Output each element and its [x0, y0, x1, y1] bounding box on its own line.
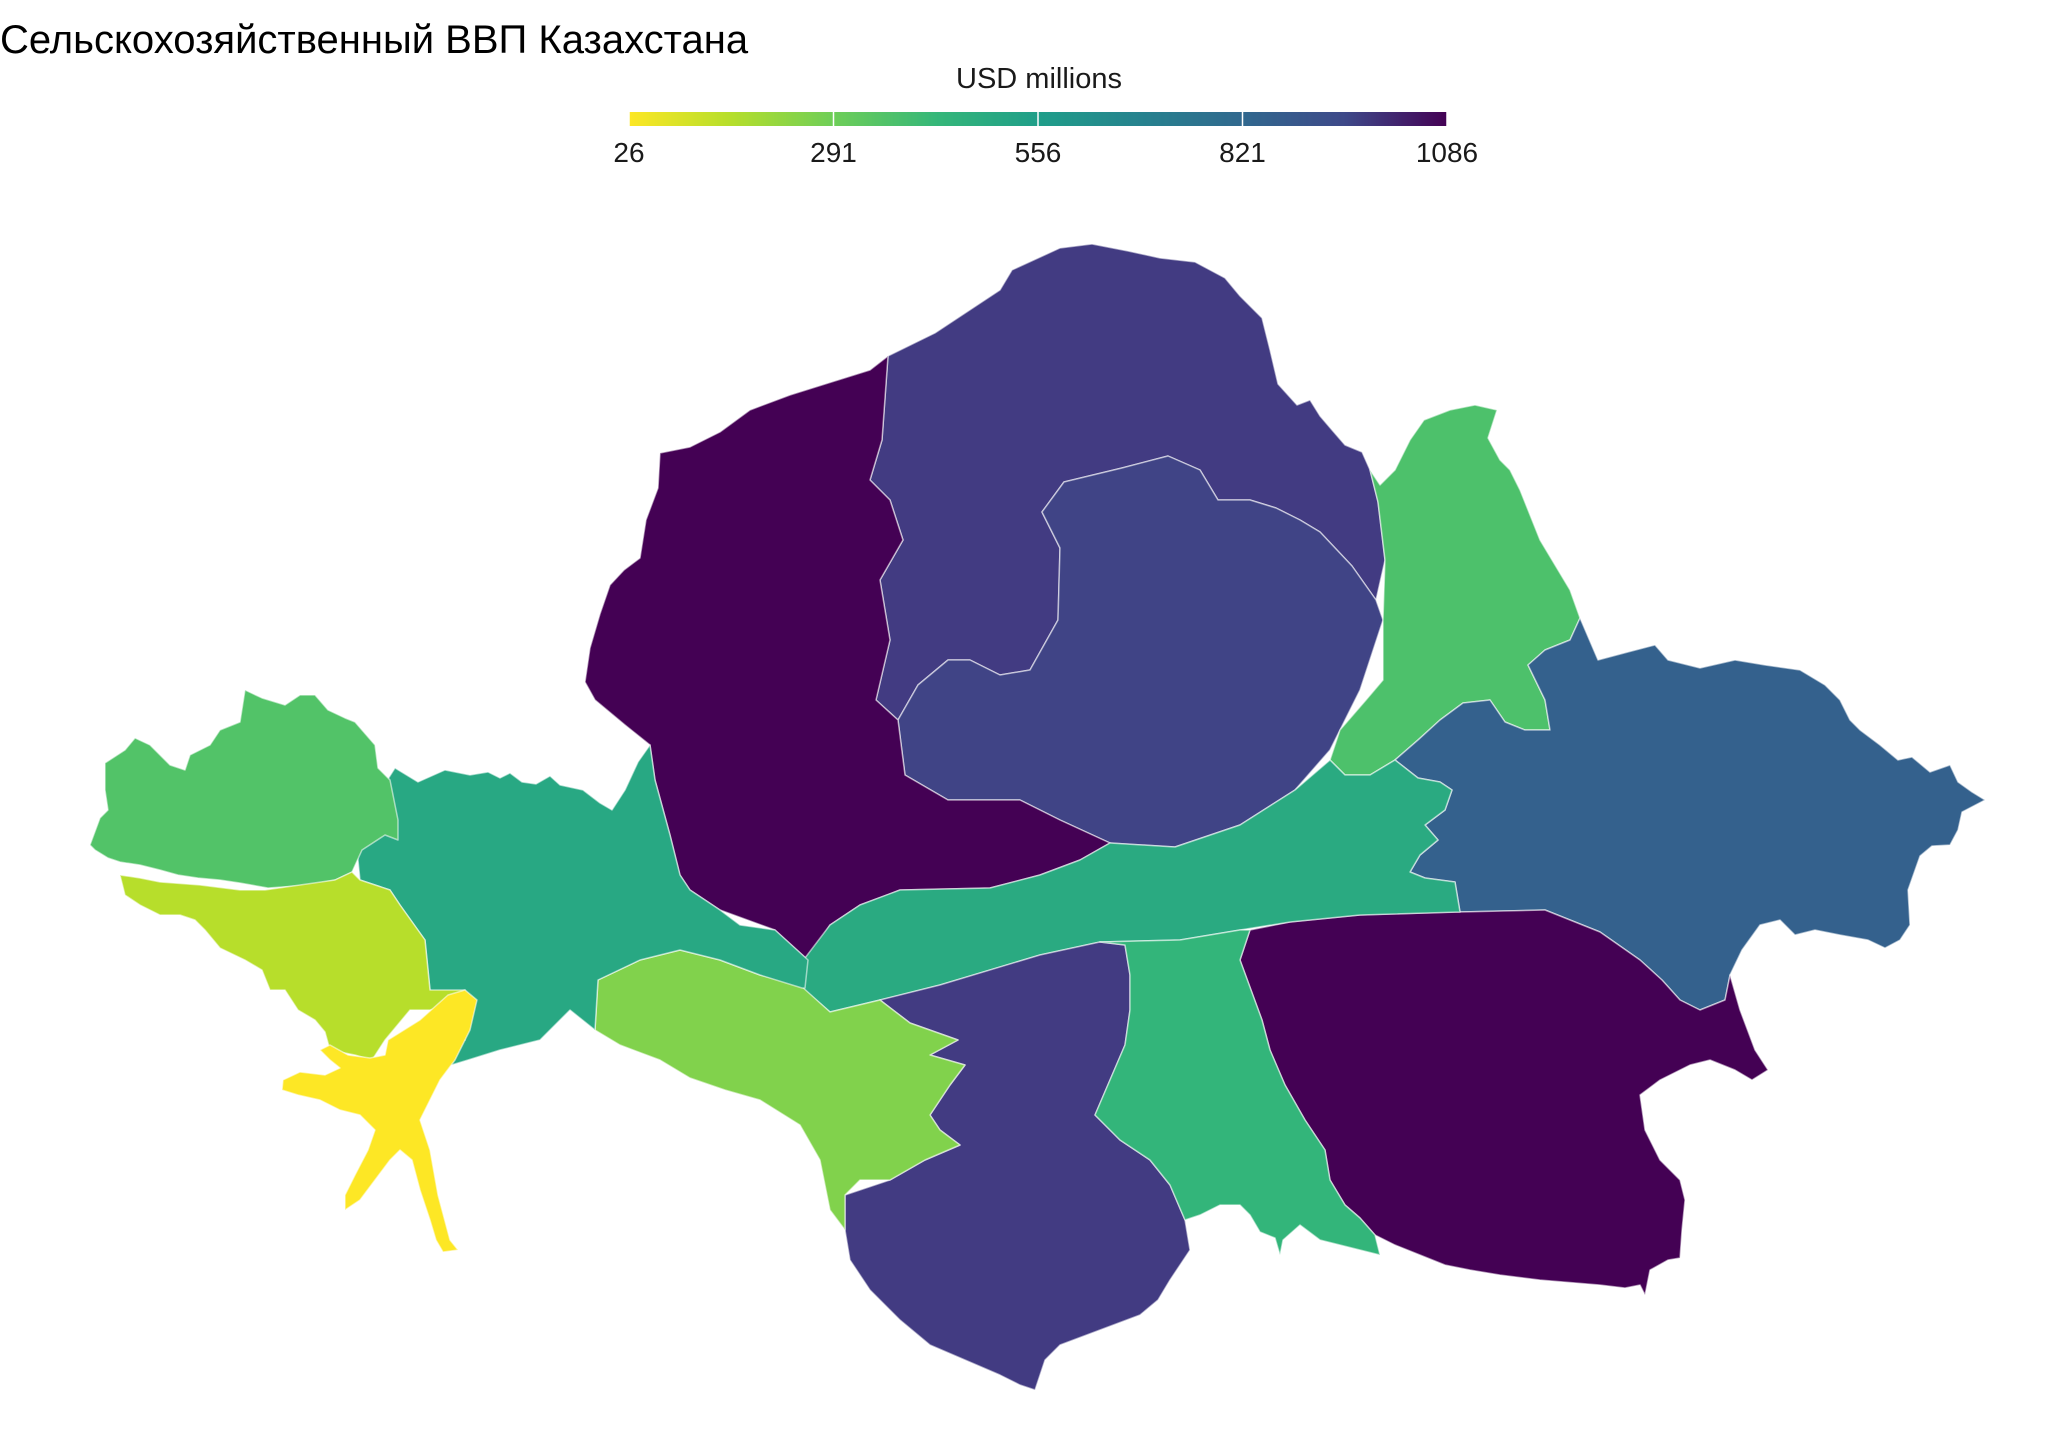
legend-tick-label: 821: [1219, 137, 1266, 168]
region-south-center-right: [1094, 929, 1381, 1256]
legend-tick-label: 1086: [1416, 137, 1478, 168]
legend-tick-label: 291: [810, 137, 857, 168]
region-north-inner: [897, 455, 1384, 848]
region-far-west: [281, 989, 478, 1253]
legend-title: USD millions: [956, 63, 1122, 95]
color-legend: 26 291 556 821 1086: [613, 112, 1478, 168]
legend-ticks: 26 291 556 821 1086: [613, 112, 1478, 168]
region-north-west-small: [89, 689, 399, 889]
region-west: [119, 871, 469, 1061]
map-title: Сельскохозяйственный ВВП Казахстана: [0, 18, 749, 62]
legend-tick-label: 26: [613, 137, 644, 168]
legend-tick-label: 556: [1015, 137, 1062, 168]
